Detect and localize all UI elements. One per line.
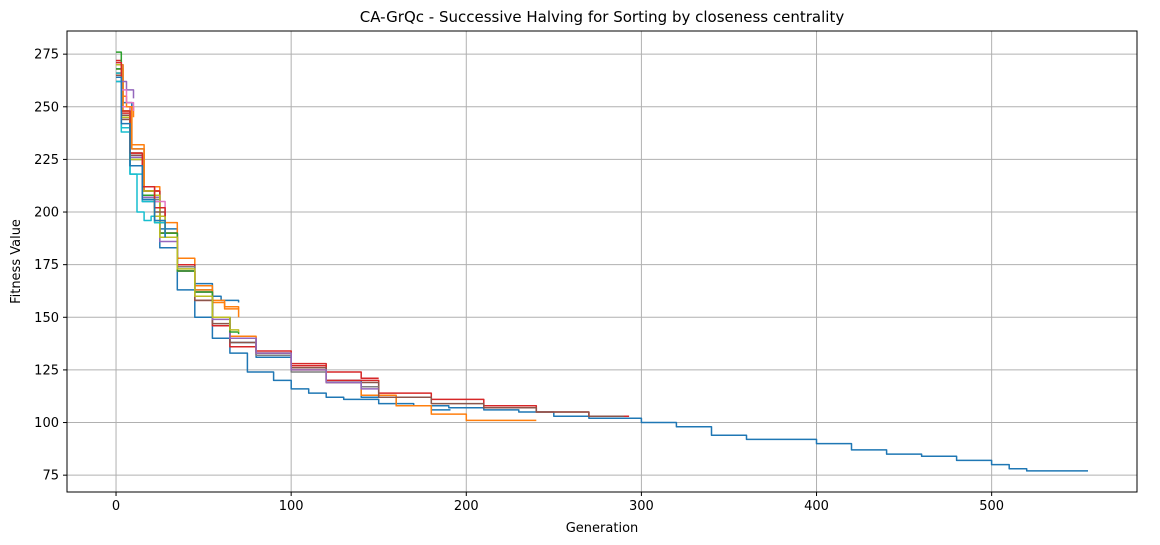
- y-tick-label: 125: [34, 363, 59, 378]
- series-line-8: [116, 59, 630, 417]
- y-tick-label: 150: [34, 311, 59, 326]
- series-line-13: [116, 68, 240, 332]
- series-line-9: [116, 72, 624, 417]
- y-tick-label: 225: [34, 153, 59, 168]
- y-tick-label: 75: [42, 469, 59, 484]
- y-axis-label: Fitness Value: [9, 219, 24, 304]
- y-tick-label: 250: [34, 100, 59, 115]
- series-line-24: [116, 76, 166, 238]
- series-line-11: [116, 72, 379, 390]
- y-tick-label: 175: [34, 258, 59, 273]
- x-tick-label: 0: [112, 499, 120, 514]
- axis-ticks: 0 100 200 300 400 500 75 100 125 150 175 200 225 250 2…: [34, 48, 1004, 514]
- chart-title: CA-GrQc - Successive Halving for Sorting…: [360, 8, 845, 26]
- x-tick-label: 100: [279, 499, 304, 514]
- plot-frame: [66, 30, 1138, 493]
- series-line-2: [116, 74, 451, 411]
- series-line-12: [116, 51, 240, 335]
- grid-lines: [67, 31, 1137, 492]
- series-line-7: [116, 63, 379, 380]
- y-tick-label: 275: [34, 48, 59, 63]
- x-tick-label: 500: [979, 499, 1004, 514]
- series-line-1: [116, 80, 1088, 472]
- x-tick-label: 200: [454, 499, 479, 514]
- x-axis-label: Generation: [566, 521, 639, 536]
- series-line-10: [116, 74, 379, 388]
- y-tick-label: 100: [34, 416, 59, 431]
- x-tick-label: 300: [629, 499, 654, 514]
- series-line-23: [116, 76, 135, 111]
- y-tick-label: 200: [34, 206, 59, 221]
- x-tick-label: 400: [804, 499, 829, 514]
- series-lines: [116, 51, 1088, 472]
